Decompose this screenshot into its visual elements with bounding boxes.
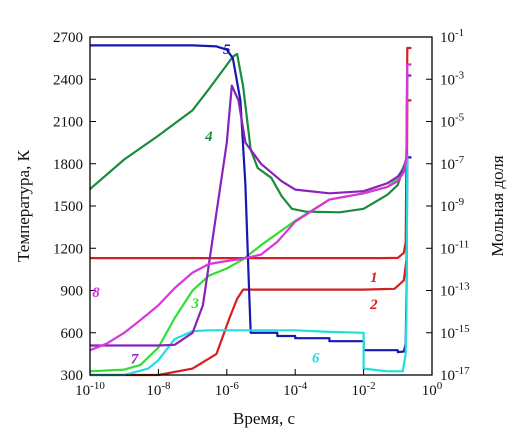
x-axis-title: Время, с — [233, 409, 295, 428]
x-tick-label: 10-2 — [352, 380, 376, 399]
right-tick-label: 10-9 — [440, 196, 465, 215]
x-tick-label: 10-4 — [283, 380, 308, 399]
right-axis-title: Мольная доля — [488, 155, 507, 256]
x-tick-label: 10-6 — [215, 380, 240, 399]
left-tick-label: 2400 — [53, 72, 83, 88]
right-tick-label: 10-17 — [440, 365, 470, 384]
series-7-line — [90, 74, 412, 347]
right-tick-label: 10-1 — [440, 27, 464, 46]
left-tick-label: 600 — [61, 326, 84, 342]
left-axis-ticks: 300 600 900 1200 1500 1800 2100 2400 2700 — [53, 30, 96, 384]
plot-curves — [89, 44, 412, 377]
right-tick-label: 10-11 — [440, 238, 469, 257]
right-tick-label: 10-3 — [440, 69, 465, 88]
series-7-label: 7 — [131, 352, 139, 368]
x-tick-label: 10-8 — [146, 380, 171, 399]
series-1-line — [90, 46, 412, 260]
left-tick-label: 2100 — [53, 115, 83, 131]
left-tick-label: 2700 — [53, 30, 83, 46]
series-8-line — [89, 63, 412, 352]
right-axis-ticks: 10-17 10-15 10-13 10-11 10-9 10-7 10-5 10-3 10-1 — [426, 27, 470, 384]
right-tick-label: 10-15 — [440, 323, 470, 342]
x-tick-label: 10-10 — [75, 380, 105, 399]
series-5-label: 5 — [223, 42, 231, 58]
series-3-label: 3 — [191, 296, 200, 312]
right-tick-label: 10-7 — [440, 154, 465, 173]
series-6-label: 6 — [312, 350, 320, 366]
series-6-line — [90, 153, 409, 377]
bottom-axis-ticks: 10-10 10-8 10-6 10-4 10-2 100 — [75, 369, 443, 399]
left-tick-label: 900 — [61, 284, 84, 300]
series-2-label: 2 — [369, 297, 378, 313]
x-tick-label: 100 — [422, 380, 443, 399]
series-3-line — [89, 69, 409, 373]
series-4-line — [89, 52, 408, 214]
series-4-label: 4 — [204, 129, 213, 145]
left-tick-label: 1500 — [53, 199, 83, 215]
plot-frame — [89, 36, 433, 376]
curve-labels: 1 2 3 4 5 6 7 8 — [92, 42, 378, 368]
left-axis-title: Температура, К — [14, 149, 33, 262]
series-1-label: 1 — [370, 270, 378, 286]
right-tick-label: 10-13 — [440, 281, 470, 300]
right-tick-label: 10-5 — [440, 112, 465, 131]
series-8-label: 8 — [92, 285, 100, 301]
series-5-line — [90, 44, 412, 354]
left-tick-label: 1800 — [53, 157, 83, 173]
left-tick-label: 300 — [61, 368, 84, 384]
left-tick-label: 1200 — [53, 241, 83, 257]
